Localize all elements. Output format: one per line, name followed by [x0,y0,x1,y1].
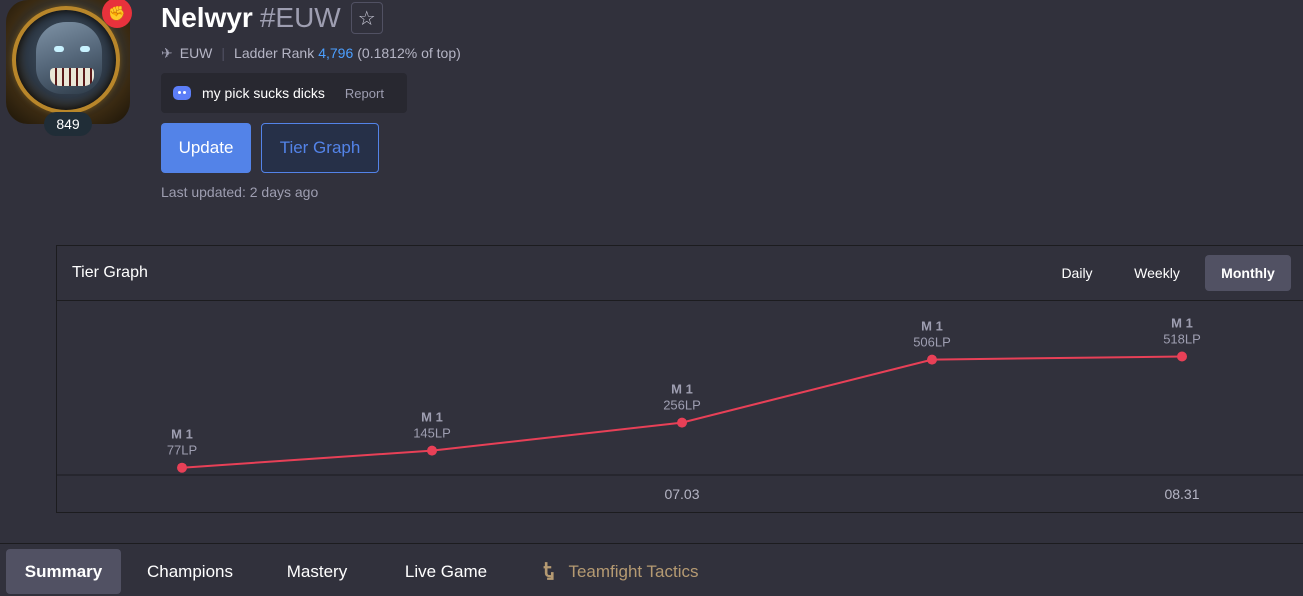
level-badge: 849 [44,112,92,136]
tier-graph-tier-label: M 1 [171,427,193,442]
avatar-jaw [50,68,94,86]
ladder-rank-link[interactable]: 4,796 [318,45,354,61]
tier-graph-header: Tier Graph Daily Weekly Monthly [57,246,1303,301]
nav-tab-tft[interactable]: Ꮏ Teamfight Tactics [526,549,716,594]
tier-graph-lp-label: 506LP [913,335,951,350]
summoner-name: Nelwyr [161,2,253,33]
report-link[interactable]: Report [344,85,384,101]
tier-graph-x-tick: 08.31 [1164,486,1199,502]
tier-graph-point[interactable] [427,445,437,456]
period-tab-daily[interactable]: Daily [1061,265,1093,281]
region-icon: ✈ [161,44,173,61]
tier-graph-tier-label: M 1 [421,410,443,425]
region-label: EUW [179,45,213,61]
tier-graph-tier-label: M 1 [921,319,943,334]
period-tab-weekly[interactable]: Weekly [1134,265,1180,281]
update-button[interactable]: Update [161,123,251,173]
tier-graph-lp-label: 77LP [167,443,197,458]
tier-graph-point[interactable] [927,354,937,365]
meta-divider: | [221,45,226,61]
star-icon: ☆ [357,7,376,30]
nav-tab-tft-label: Teamfight Tactics [568,561,699,581]
avatar-eye-right [80,46,90,52]
nav-tab-champions[interactable]: Champions [147,561,233,581]
tft-icon: Ꮏ [543,560,555,582]
name-row: Nelwyr #EUW ☆ [161,0,383,36]
tier-graph-x-tick: 07.03 [664,486,699,502]
summoner-tag: #EUW [259,2,341,33]
tier-graph-title: Tier Graph [72,264,148,281]
tier-graph-tier-label: M 1 [671,382,693,397]
avatar-eye-left [54,46,64,52]
tier-graph-point[interactable] [177,462,187,473]
tier-graph-lp-label: 518LP [1163,332,1201,347]
tier-graph-panel: Tier Graph Daily Weekly Monthly M 1 77LP M… [56,245,1303,513]
nav-tab-mastery[interactable]: Mastery [286,561,348,581]
favorite-button[interactable]: ☆ [350,2,383,34]
tier-graph-lp-label: 256LP [663,398,701,413]
last-updated: Last updated: 2 days ago [161,184,319,200]
tier-graph-tier-label: M 1 [1171,316,1193,331]
riot-icon: ✊ [102,0,132,28]
profile-avatar: ✊ 849 [6,0,132,136]
period-tab-monthly[interactable]: Monthly [1205,255,1291,291]
status-message: my pick sucks dicks [202,85,325,101]
discord-icon [173,86,191,100]
tier-graph-point[interactable] [1177,351,1187,362]
profile-nav: Summary Champions Mastery Live Game Ꮏ Te… [0,543,1303,596]
tier-graph-button[interactable]: Tier Graph [261,123,379,173]
nav-tab-summary[interactable]: Summary [6,549,121,594]
profile-meta: ✈ EUW | Ladder Rank 4,796 (0.1812% of to… [161,44,461,62]
ladder-rank-percent: (0.1812% of top) [357,45,461,61]
tier-graph-point[interactable] [677,417,687,428]
ladder-rank-label: Ladder Rank [234,45,315,61]
tier-graph-lp-label: 145LP [413,426,451,441]
nav-tab-live-game[interactable]: Live Game [404,561,488,581]
status-message-box: my pick sucks dicks Report [161,73,407,113]
